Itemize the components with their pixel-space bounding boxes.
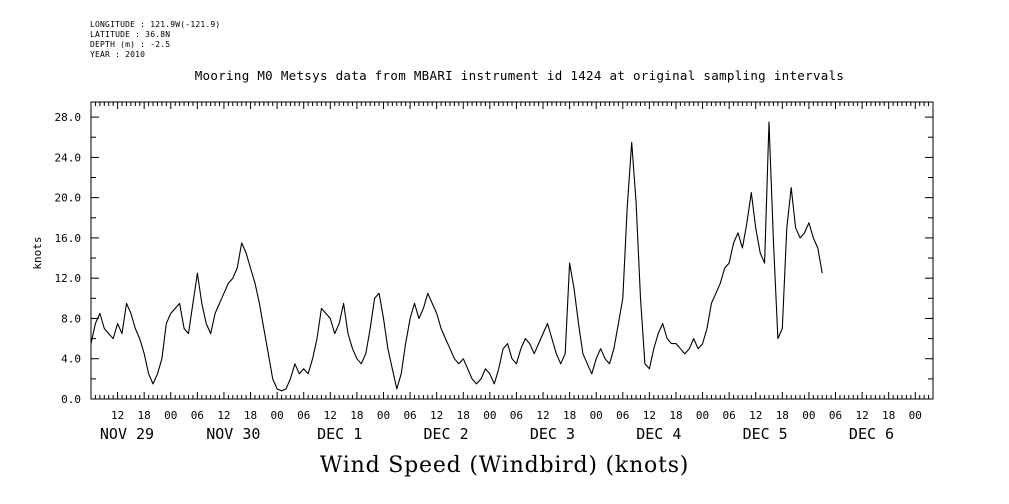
x-tick-label: 06 xyxy=(829,409,842,422)
x-tick-label: 12 xyxy=(111,409,124,422)
x-day-label: NOV 29 xyxy=(100,425,154,443)
x-tick-label: 00 xyxy=(696,409,709,422)
x-tick-label: 12 xyxy=(217,409,230,422)
x-tick-label: 18 xyxy=(776,409,789,422)
x-tick-label: 12 xyxy=(536,409,549,422)
x-tick-label: 06 xyxy=(510,409,523,422)
x-day-label: NOV 30 xyxy=(206,425,260,443)
x-tick-label: 12 xyxy=(749,409,762,422)
x-tick-label: 00 xyxy=(590,409,603,422)
y-tick-label: 0.0 xyxy=(61,393,81,406)
x-axis-title: Wind Speed (Windbird) (knots) xyxy=(319,453,690,478)
x-day-label: DEC 4 xyxy=(636,425,681,443)
chart-title: Mooring M0 Metsys data from MBARI instru… xyxy=(194,68,845,83)
x-tick-label: 18 xyxy=(350,409,363,422)
y-tick-label: 24.0 xyxy=(55,151,82,164)
x-tick-label: 18 xyxy=(138,409,151,422)
depth-text: DEPTH (m) : -2.5 xyxy=(90,40,171,49)
x-tick-label: 00 xyxy=(483,409,496,422)
x-tick-label: 12 xyxy=(324,409,337,422)
x-tick-label: 00 xyxy=(271,409,284,422)
x-day-label: DEC 6 xyxy=(849,425,894,443)
x-tick-label: 18 xyxy=(244,409,257,422)
x-tick-label: 12 xyxy=(855,409,868,422)
latitude-text: LATITUDE : 36.8N xyxy=(90,30,171,39)
x-tick-label: 00 xyxy=(909,409,922,422)
metadata-block: LONGITUDE : 121.9W(-121.9) LATITUDE : 36… xyxy=(90,20,220,60)
x-tick-label: 06 xyxy=(297,409,310,422)
year-text: YEAR : 2010 xyxy=(90,50,146,59)
x-tick-label: 18 xyxy=(457,409,470,422)
x-tick-label: 00 xyxy=(377,409,390,422)
x-day-label: DEC 3 xyxy=(530,425,575,443)
x-tick-label: 12 xyxy=(643,409,656,422)
x-tick-label: 18 xyxy=(563,409,576,422)
x-tick-label: 18 xyxy=(882,409,895,422)
y-tick-label: 12.0 xyxy=(55,272,82,285)
x-tick-label: 06 xyxy=(723,409,736,422)
x-tick-label: 12 xyxy=(430,409,443,422)
x-day-label: DEC 2 xyxy=(423,425,468,443)
x-day-label: DEC 1 xyxy=(317,425,362,443)
plot-frame xyxy=(90,101,934,400)
longitude-text: LONGITUDE : 121.9W(-121.9) xyxy=(90,20,221,29)
y-tick-label: 28.0 xyxy=(55,111,82,124)
x-tick-label: 18 xyxy=(669,409,682,422)
x-tick-label: 00 xyxy=(802,409,815,422)
y-tick-label: 4.0 xyxy=(61,353,81,366)
y-tick-label: 8.0 xyxy=(61,312,81,325)
x-tick-label: 00 xyxy=(164,409,177,422)
x-tick-label: 06 xyxy=(403,409,416,422)
y-tick-label: 16.0 xyxy=(55,232,82,245)
x-tick-label: 06 xyxy=(191,409,204,422)
y-tick-label: 20.0 xyxy=(55,192,82,205)
wind-speed-series xyxy=(90,121,823,392)
x-tick-label: 06 xyxy=(616,409,629,422)
x-day-label: DEC 5 xyxy=(743,425,788,443)
y-axis-label: knots xyxy=(31,236,44,269)
